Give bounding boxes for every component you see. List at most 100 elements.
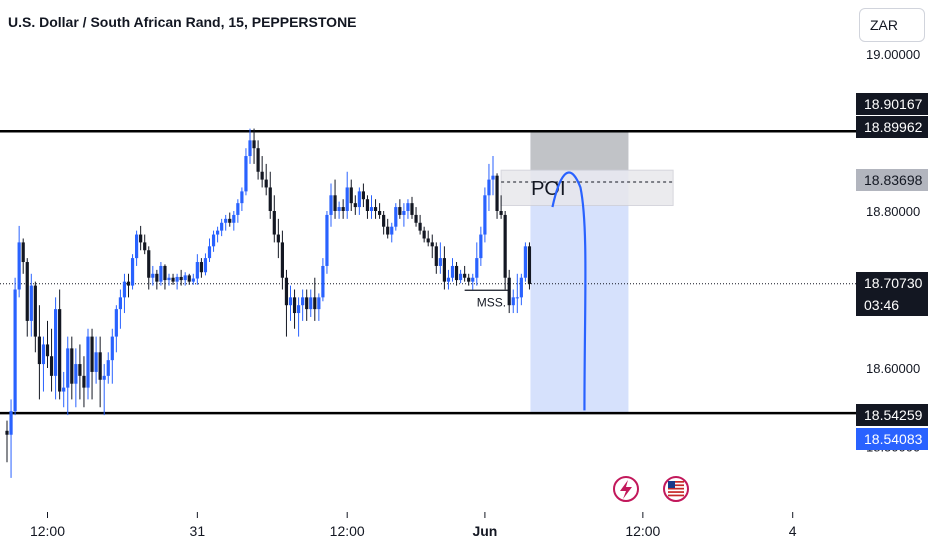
candle bbox=[232, 211, 236, 231]
candle bbox=[49, 328, 54, 392]
candle-body bbox=[147, 250, 151, 278]
candle-body bbox=[495, 175, 499, 211]
candle-body bbox=[163, 265, 167, 281]
candle-body bbox=[341, 207, 345, 211]
candle bbox=[183, 272, 187, 286]
candle bbox=[260, 156, 264, 188]
candle bbox=[135, 230, 139, 266]
candle bbox=[13, 277, 17, 416]
candle-body bbox=[171, 277, 175, 282]
candle-body bbox=[207, 246, 212, 259]
candle bbox=[25, 258, 29, 337]
flag-stripe bbox=[668, 484, 684, 487]
candle bbox=[442, 246, 446, 290]
candle-body bbox=[373, 207, 378, 211]
candle-body bbox=[74, 364, 78, 384]
candle-body bbox=[167, 277, 171, 281]
candle-body bbox=[175, 276, 179, 282]
candle bbox=[369, 195, 374, 219]
candle bbox=[106, 352, 110, 384]
candle bbox=[130, 254, 135, 290]
candle bbox=[211, 230, 216, 252]
candle bbox=[446, 269, 451, 290]
candle-body bbox=[110, 336, 114, 361]
candle-body bbox=[102, 375, 106, 380]
candle bbox=[382, 211, 386, 235]
candle-body bbox=[58, 309, 62, 392]
candle-body bbox=[438, 258, 442, 266]
candle-body bbox=[151, 273, 155, 278]
candle-body bbox=[216, 230, 220, 235]
candle-body bbox=[479, 234, 483, 259]
candle-body bbox=[41, 344, 46, 365]
candle bbox=[511, 289, 515, 314]
lightning-bolt bbox=[620, 480, 632, 499]
candle bbox=[402, 203, 406, 227]
candle-body bbox=[252, 140, 256, 149]
candle-body bbox=[442, 258, 446, 282]
candle-body bbox=[450, 265, 455, 278]
candle-body bbox=[361, 191, 365, 200]
candle bbox=[321, 258, 325, 302]
candle-body bbox=[301, 297, 305, 306]
candle bbox=[70, 336, 74, 400]
flag-stripe bbox=[668, 481, 684, 483]
candle bbox=[471, 273, 475, 290]
candle bbox=[426, 230, 430, 247]
candle bbox=[175, 273, 179, 290]
candle-body bbox=[422, 230, 426, 239]
candle-body bbox=[357, 191, 361, 208]
candle bbox=[499, 195, 503, 219]
candle-body bbox=[353, 203, 357, 208]
y-tick-label: 18.80000 bbox=[866, 204, 920, 219]
poi-top-box bbox=[530, 131, 629, 171]
candle-body bbox=[321, 265, 325, 298]
candle bbox=[203, 253, 208, 276]
x-tick-label: Jun bbox=[472, 523, 497, 539]
candle bbox=[438, 242, 442, 274]
candle bbox=[139, 225, 143, 251]
candle bbox=[66, 336, 70, 416]
currency-button[interactable]: ZAR bbox=[859, 8, 925, 42]
candle-body bbox=[414, 214, 418, 223]
candle bbox=[373, 199, 378, 219]
projection-path bbox=[551, 171, 587, 411]
candle-body bbox=[98, 352, 102, 380]
candle-body bbox=[220, 222, 224, 231]
candle bbox=[345, 171, 349, 219]
candle-body bbox=[345, 187, 349, 211]
candle-body bbox=[21, 242, 25, 263]
candle-body bbox=[329, 195, 333, 215]
candle-body bbox=[13, 289, 17, 412]
candle bbox=[195, 254, 199, 285]
candle-body bbox=[244, 156, 248, 192]
candle-body bbox=[94, 352, 98, 372]
candle bbox=[463, 265, 467, 282]
candle-body bbox=[349, 187, 353, 204]
candle-body bbox=[183, 275, 187, 281]
current-price-tag: 18.70730 03:46 bbox=[856, 272, 928, 316]
y-tick-label: 19.00000 bbox=[866, 47, 920, 62]
candle-body bbox=[272, 211, 276, 235]
candle-body bbox=[70, 348, 74, 384]
candle-body bbox=[454, 265, 459, 281]
candle bbox=[503, 211, 507, 290]
candle-body bbox=[17, 242, 21, 290]
candle bbox=[216, 226, 220, 243]
candle-body bbox=[130, 258, 135, 286]
candle bbox=[268, 171, 272, 219]
candle bbox=[454, 262, 459, 286]
candle bbox=[191, 273, 195, 285]
candle-body bbox=[25, 262, 29, 321]
candle-body bbox=[187, 275, 191, 282]
candle bbox=[155, 269, 159, 290]
mss-label: MSS. bbox=[477, 295, 506, 309]
lower-level-tag-a: 18.54259 bbox=[856, 404, 928, 426]
candle bbox=[102, 364, 106, 416]
horizontal-levels bbox=[0, 129, 856, 415]
candle-body bbox=[195, 262, 199, 279]
candle-body bbox=[139, 234, 143, 243]
candle bbox=[333, 179, 337, 219]
candle-body bbox=[378, 211, 382, 215]
